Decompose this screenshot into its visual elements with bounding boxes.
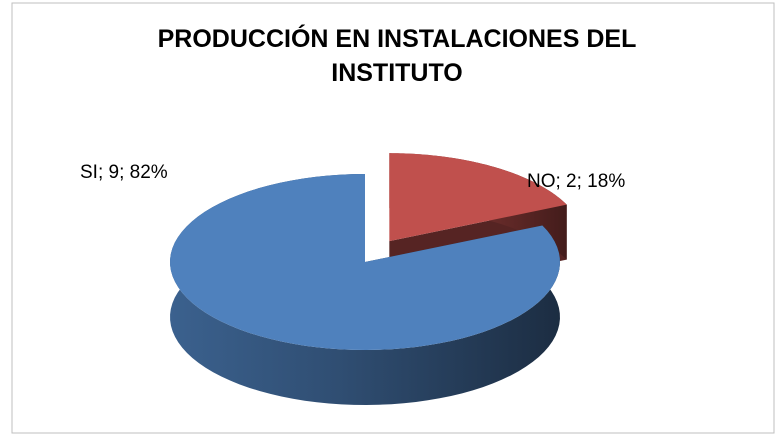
slice-top	[389, 153, 567, 242]
data-label: NO; 2; 18%	[527, 171, 625, 192]
data-label: SI; 9; 82%	[80, 162, 168, 183]
title-line: INSTITUTO	[331, 59, 462, 87]
title-line: PRODUCCIÓN EN INSTALACIONES DEL	[158, 23, 637, 53]
slice-top	[170, 174, 560, 350]
pie-slice	[170, 174, 560, 405]
chart-title: PRODUCCIÓN EN INSTALACIONES DEL INSTITUTO	[158, 23, 637, 87]
